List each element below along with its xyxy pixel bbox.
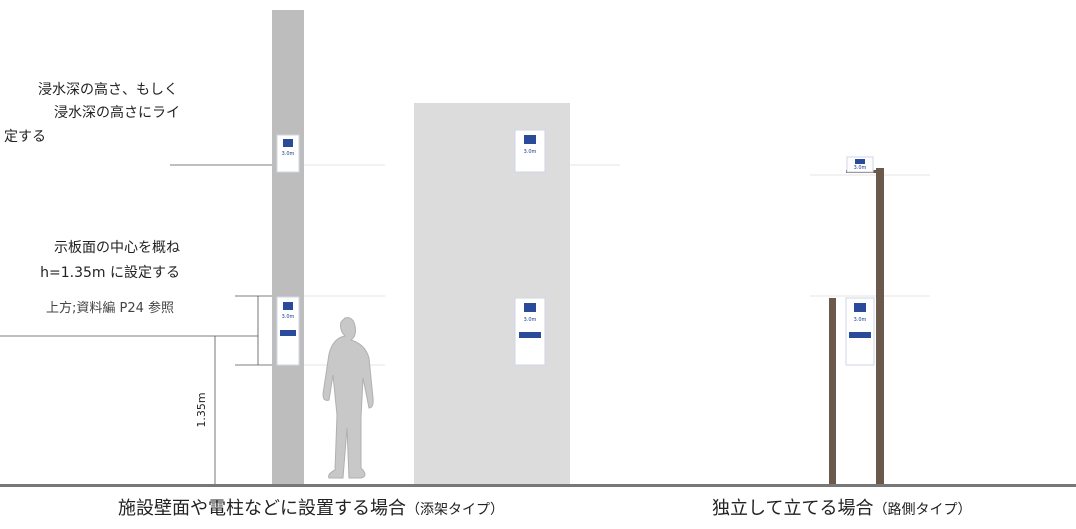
sign-text: 3.0m	[524, 149, 537, 155]
sign-text: 3.0m	[854, 317, 867, 323]
caption-sub: （添架タイプ）	[406, 502, 504, 518]
sign: 3.0m	[276, 134, 300, 173]
sign-text: 3.0m	[854, 165, 867, 171]
sign-text: 3.0m	[282, 151, 295, 157]
dimension-label: 1.35m	[195, 392, 208, 427]
caption-main: 施設壁面や電柱などに設置する場合	[118, 498, 406, 519]
sign: 3.0m	[514, 129, 546, 173]
note-text: 浸水深の高さにライ	[54, 104, 180, 121]
note-text: 浸水深の高さ、もしく	[38, 81, 178, 98]
note-text: 定する	[4, 129, 46, 145]
ground-line	[0, 484, 1076, 487]
utility-pole	[272, 10, 304, 485]
caption: 独立して立てる場合（路側タイプ）	[712, 498, 971, 519]
note-text: 示板面の中心を概ね	[54, 240, 180, 256]
sign: 3.0m	[846, 156, 874, 173]
caption-main: 独立して立てる場合	[712, 498, 873, 519]
note-text: 上方;資料編 P24 参照	[46, 300, 174, 316]
person-silhouette	[322, 317, 374, 479]
sign-text: 3.0m	[524, 317, 537, 323]
sign: 3.0m	[514, 297, 546, 366]
sign-text: 3.0m	[282, 314, 295, 320]
sign: 3.0m	[276, 296, 300, 366]
sign: 3.0m	[845, 297, 875, 366]
note-text: h=1.35m に設定する	[40, 265, 180, 281]
caption-sub: （路側タイプ）	[873, 502, 971, 518]
post	[829, 298, 836, 485]
post	[876, 168, 884, 485]
caption: 施設壁面や電柱などに設置する場合（添架タイプ）	[118, 498, 504, 519]
building-wall	[414, 103, 570, 485]
